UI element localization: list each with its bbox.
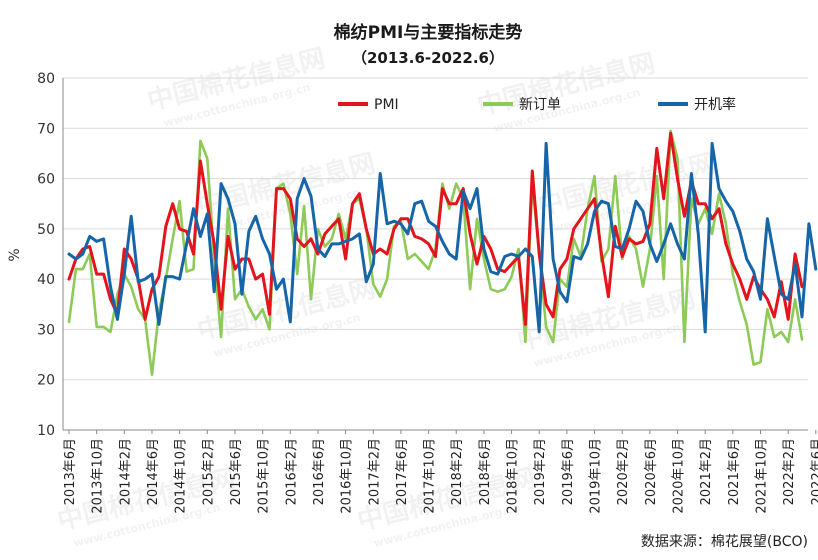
- series-lines: [67, 129, 818, 377]
- x-tick-label: 2017年6月: [395, 438, 410, 505]
- x-tick-label: 2020年6月: [644, 438, 659, 505]
- chart-subtitle: （2013.6-2022.6）: [352, 49, 504, 67]
- x-tick-label: 2020年10月: [672, 438, 687, 514]
- x-tick-label: 2015年10月: [257, 438, 272, 514]
- x-tick-label: 2014年2月: [118, 438, 133, 505]
- x-tick-label: 2018年10月: [506, 438, 521, 514]
- chart-title: 棉纺PMI与主要指标走势: [334, 22, 523, 43]
- grid: [63, 77, 808, 431]
- legend-label: PMI: [374, 97, 399, 113]
- x-tick-label: 2016年10月: [340, 438, 355, 514]
- series-line-pmi: [67, 131, 804, 326]
- legend-label: 新订单: [519, 97, 561, 113]
- x-tick-label: 2016年6月: [312, 438, 327, 505]
- x-tick-label: 2022年2月: [782, 438, 797, 505]
- y-tick-label: 50: [37, 222, 55, 238]
- y-tick-label: 40: [37, 272, 55, 288]
- x-tick-label: 2019年2月: [533, 438, 548, 505]
- x-tick-label: 2014年6月: [146, 438, 161, 505]
- y-tick-label: 20: [37, 373, 55, 389]
- y-axis-label: %: [7, 248, 23, 261]
- x-tick-label: 2019年6月: [561, 438, 576, 505]
- x-tick-label: 2017年10月: [423, 438, 438, 514]
- source-note: 数据来源：棉花展望(BCO): [641, 533, 808, 550]
- x-tick-label: 2019年10月: [589, 438, 604, 514]
- x-tick-label: 2013年10月: [91, 438, 106, 514]
- x-tick-label: 2020年2月: [616, 438, 631, 505]
- x-tick-label: 2021年6月: [727, 438, 742, 505]
- x-tick-label: 2014年10月: [174, 438, 189, 514]
- legend: PMI 新订单 开机率: [338, 96, 736, 113]
- y-tick-label: 10: [37, 423, 55, 439]
- y-tick-label: 80: [37, 71, 55, 87]
- y-tick-label: 30: [37, 322, 55, 338]
- x-tick-label: 2013年6月: [63, 438, 78, 505]
- legend-label: 开机率: [694, 96, 736, 113]
- x-tick-label: 2015年2月: [201, 438, 216, 505]
- x-tick-label: 2018年2月: [450, 438, 465, 505]
- x-axis: 2013年6月 2013年10月 2014年2月 2014年6月 2014年10月 201…: [63, 430, 818, 514]
- x-tick-label: 2021年2月: [699, 438, 714, 505]
- y-axis: 10 20 30 40 50 60 70 80: [37, 71, 64, 439]
- x-tick-label: 2016年2月: [284, 438, 299, 505]
- y-tick-label: 70: [37, 121, 55, 137]
- y-tick-label: 60: [37, 172, 55, 188]
- x-tick-label: 2022年6月: [810, 438, 818, 505]
- x-tick-label: 2018年6月: [478, 438, 493, 505]
- x-tick-label: 2015年6月: [229, 438, 244, 505]
- x-tick-label: 2021年10月: [755, 438, 770, 514]
- series-line-operating-rate: [67, 141, 818, 334]
- x-tick-label: 2017年2月: [367, 438, 382, 505]
